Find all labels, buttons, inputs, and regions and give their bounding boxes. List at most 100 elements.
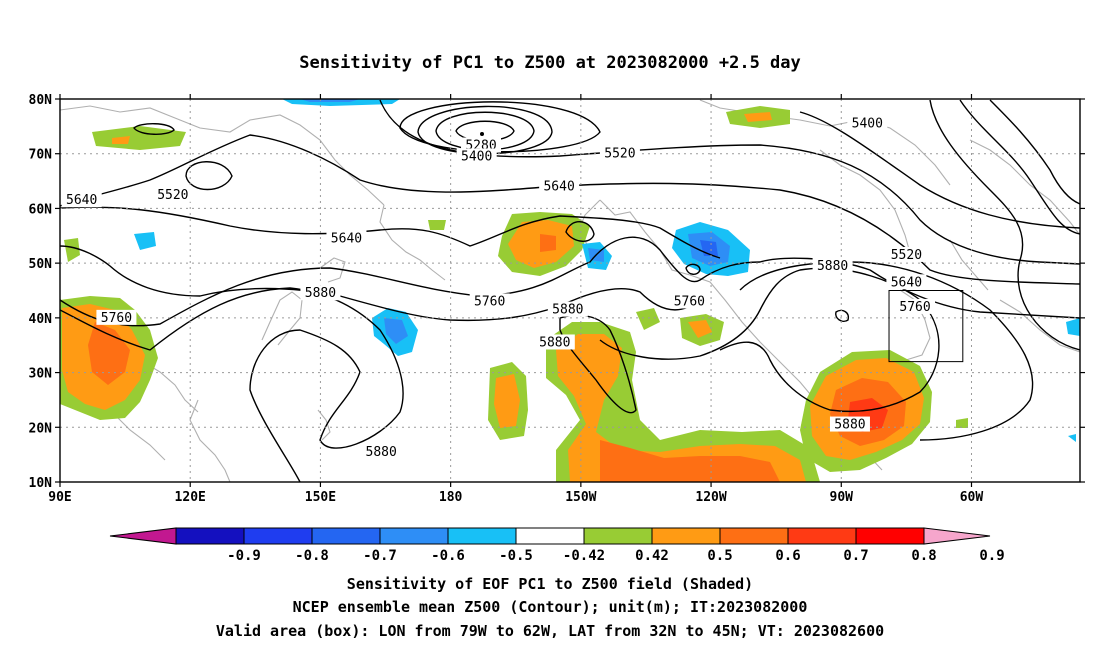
contour-label-bg <box>96 309 137 325</box>
colorbar-label: 0.5 <box>707 548 732 564</box>
contour-label-bg <box>669 293 710 309</box>
contour-5760 <box>565 221 595 242</box>
contour-label-bg <box>326 230 367 246</box>
contour-label: 5760 <box>674 294 705 309</box>
contour-label-bg <box>534 334 575 350</box>
shade-positive-region <box>556 334 806 482</box>
contour-5760 <box>60 245 701 322</box>
contour-label-bg <box>469 293 510 309</box>
colorbar-max-triangle <box>923 527 991 545</box>
lon-tick-label: 180 <box>439 490 463 505</box>
contour-label: 5520 <box>157 188 188 203</box>
contour-5400 <box>435 111 535 151</box>
colorbar-swatch <box>651 527 721 545</box>
colorbar: -0.9 -0.8 -0.7 -0.6 -0.5 -0.42 0.42 0.5 0.6 0.7 0.… <box>109 527 1005 564</box>
latitude-ticks: 80N 70N 60N 50N 40N 30N 20N 10N <box>29 93 1085 491</box>
lon-tick-label: 120W <box>695 490 726 505</box>
contour-5880 <box>559 314 637 414</box>
contour-label-bg <box>895 298 936 314</box>
contour-label: 5880 <box>834 418 865 433</box>
contour-label-bg <box>812 257 853 273</box>
contour-5880 <box>685 263 701 275</box>
contour-label: 5640 <box>331 232 362 247</box>
contour-label-bg <box>152 186 193 202</box>
map-area: 5280540054005520552055205640564056405640… <box>59 98 1081 483</box>
contour-label: 5520 <box>604 147 635 162</box>
contour-label: 5760 <box>474 294 505 309</box>
contour-5400 <box>989 99 1080 205</box>
lon-tick-label: 90E <box>48 490 71 505</box>
lon-tick-label: 60W <box>960 490 984 505</box>
colorbar-swatch <box>311 527 381 545</box>
contour-label: 5880 <box>305 286 336 301</box>
lon-tick-label: 150W <box>565 490 596 505</box>
colorbar-swatch <box>447 527 517 545</box>
lat-tick-label: 70N <box>29 148 53 163</box>
shade-negative-region <box>1068 434 1076 442</box>
lat-tick-label: 20N <box>29 421 53 436</box>
shade-positive-region <box>688 320 712 338</box>
contour-label-bg <box>300 285 341 301</box>
colorbar-label: 0.42 <box>635 548 669 564</box>
contour-5880 <box>60 287 404 482</box>
low-center-marker <box>480 132 484 136</box>
colorbar-label: -0.6 <box>431 548 465 564</box>
contour-label-bg <box>599 145 640 161</box>
contour-5520 <box>399 101 601 153</box>
shade-positive-region <box>494 374 520 428</box>
contour-label-bg <box>847 115 888 131</box>
contour-label-bg <box>456 148 497 164</box>
contour-label: 5640 <box>66 193 97 208</box>
map-frame <box>59 98 1081 483</box>
shade-negative-region <box>300 99 360 102</box>
shade-positive-region <box>112 136 130 144</box>
contour-labels: 5280540054005520552055205640564056405640… <box>61 115 936 460</box>
contour-label: 5400 <box>852 117 883 132</box>
contour-5520 <box>185 161 233 191</box>
colorbar-label: 0.7 <box>843 548 868 564</box>
contour-5400 <box>799 111 1080 229</box>
shade-positive-region <box>744 112 772 122</box>
caption-line-2: NCEP ensemble mean Z500 (Contour); unit(… <box>293 598 808 616</box>
shade-positive-region <box>600 440 780 482</box>
figure-title: Sensitivity of PC1 to Z500 at 2023082000… <box>299 53 801 73</box>
lon-tick-label: 90W <box>830 490 854 505</box>
contour-5400 <box>417 105 553 155</box>
caption-line-3: Valid area (box): LON from 79W to 62W, L… <box>216 622 884 640</box>
contour-5640 <box>929 99 1080 351</box>
contour-label: 5880 <box>539 335 570 350</box>
colorbar-label: -0.9 <box>227 548 261 564</box>
shade-positive-region <box>428 220 446 230</box>
contour-label: 5640 <box>543 180 574 195</box>
colorbar-swatch <box>379 527 449 545</box>
contour-label: 5880 <box>366 445 397 460</box>
shade-positive-region <box>636 308 660 330</box>
colorbar-min-triangle <box>109 527 177 545</box>
contour-label: 5400 <box>461 149 492 164</box>
shade-positive-region <box>88 322 130 385</box>
lat-tick-label: 40N <box>29 312 53 327</box>
lat-tick-label: 80N <box>29 93 53 108</box>
colorbar-swatch <box>719 527 789 545</box>
contour-label: 5760 <box>899 300 930 315</box>
contour-label: 5880 <box>552 303 583 318</box>
contour-label: 5880 <box>817 259 848 274</box>
contour-5520 <box>959 99 1080 235</box>
colorbar-label: -0.7 <box>363 548 397 564</box>
colorbar-swatch <box>243 527 313 545</box>
colorbar-label: 0.9 <box>979 548 1004 564</box>
contour-label-bg <box>547 301 588 317</box>
shade-positive-region <box>956 418 968 428</box>
contour-label: 5640 <box>891 275 922 290</box>
colorbar-label: -0.42 <box>563 548 605 564</box>
contour-label-bg <box>886 274 927 290</box>
colorbar-label: -0.5 <box>499 548 533 564</box>
colorbar-label: 0.6 <box>775 548 800 564</box>
colorbar-swatch <box>787 527 857 545</box>
valid-area-box <box>888 290 964 363</box>
contour-label: 5760 <box>101 311 132 326</box>
lat-tick-label: 30N <box>29 367 53 382</box>
shade-negative-region <box>134 232 156 250</box>
caption-line-1: Sensitivity of EOF PC1 to Z500 field (Sh… <box>347 575 753 593</box>
colorbar-swatch <box>515 527 585 545</box>
